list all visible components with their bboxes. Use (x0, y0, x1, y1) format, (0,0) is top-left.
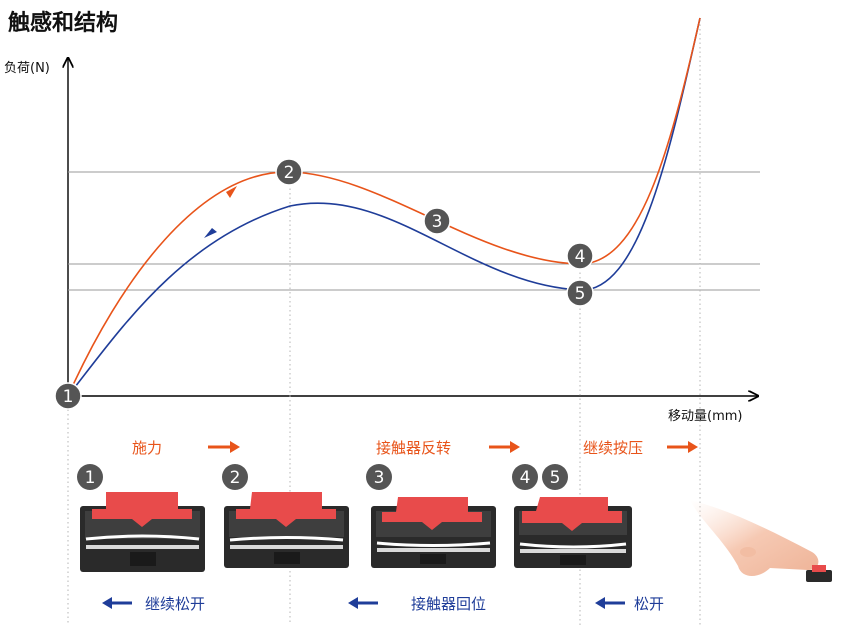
forward-stage-labels: 施力 接触器反转 继续按压 (132, 439, 643, 457)
backward-arrow-icon (595, 597, 625, 609)
switch-marker-4: 4 (512, 464, 538, 490)
point-label-5: 5 (575, 284, 586, 304)
point-label-3: 3 (432, 212, 443, 232)
finger-press-illustration (690, 500, 832, 582)
press-curve (67, 17, 701, 397)
point-marker-3: 3 (423, 207, 451, 235)
point-marker-5: 5 (566, 279, 594, 307)
small-switch-icon (806, 570, 832, 582)
chart-points: 1 2 3 4 5 (54, 158, 594, 410)
switch-marker-2: 2 (222, 464, 248, 490)
forward-arrow-icon (667, 441, 698, 453)
stage-label-contact-return: 接触器回位 (411, 595, 486, 613)
press-direction-arrow (226, 186, 237, 198)
switch-marker-label-3: 3 (374, 468, 385, 488)
backward-arrow-icon (102, 597, 132, 609)
y-axis-label: 负荷(N) (4, 61, 50, 76)
backward-arrow-icon (348, 597, 378, 609)
switch-marker-label-4: 4 (520, 468, 531, 488)
point-label-2: 2 (284, 163, 295, 183)
stage-label-apply-force: 施力 (132, 439, 162, 457)
switch-marker-label-1: 1 (85, 468, 96, 488)
switch-marker-3: 3 (366, 464, 392, 490)
forward-arrows (208, 441, 698, 453)
switch-marker-label-5: 5 (550, 468, 561, 488)
backward-arrows (102, 597, 625, 609)
point-label-1: 1 (63, 387, 74, 407)
backward-stage-labels: 继续松开 接触器回位 松开 (145, 595, 664, 613)
x-axis-label: 移动量(mm) (668, 409, 742, 424)
forward-arrow-icon (208, 441, 240, 453)
forward-arrow-icon (489, 441, 520, 453)
switch-illustration-flip (371, 497, 496, 568)
switch-illustration-pressed (514, 497, 632, 568)
switch-marker-1: 1 (77, 464, 103, 490)
release-direction-arrow (204, 228, 217, 238)
stage-label-keep-pressing: 继续按压 (583, 439, 643, 457)
reference-lines (68, 171, 760, 291)
point-marker-2: 2 (275, 158, 303, 186)
switch-illustration-rest (80, 492, 205, 572)
stage-label-keep-releasing: 继续松开 (145, 595, 205, 613)
point-marker-1: 1 (54, 382, 82, 410)
switch-marker-label-2: 2 (230, 468, 241, 488)
stage-label-contact-flip: 接触器反转 (376, 439, 451, 457)
point-label-4: 4 (575, 247, 586, 267)
stage-label-release: 松开 (634, 595, 664, 613)
page-title: 触感和结构 (8, 10, 118, 36)
switch-markers: 1 2 3 4 5 (77, 464, 568, 490)
switch-illustration-peak (224, 492, 349, 568)
chart-axes: 负荷(N) 移动量(mm) (4, 58, 758, 424)
point-marker-4: 4 (566, 242, 594, 270)
release-curve (67, 17, 701, 397)
switch-marker-5: 5 (542, 464, 568, 490)
